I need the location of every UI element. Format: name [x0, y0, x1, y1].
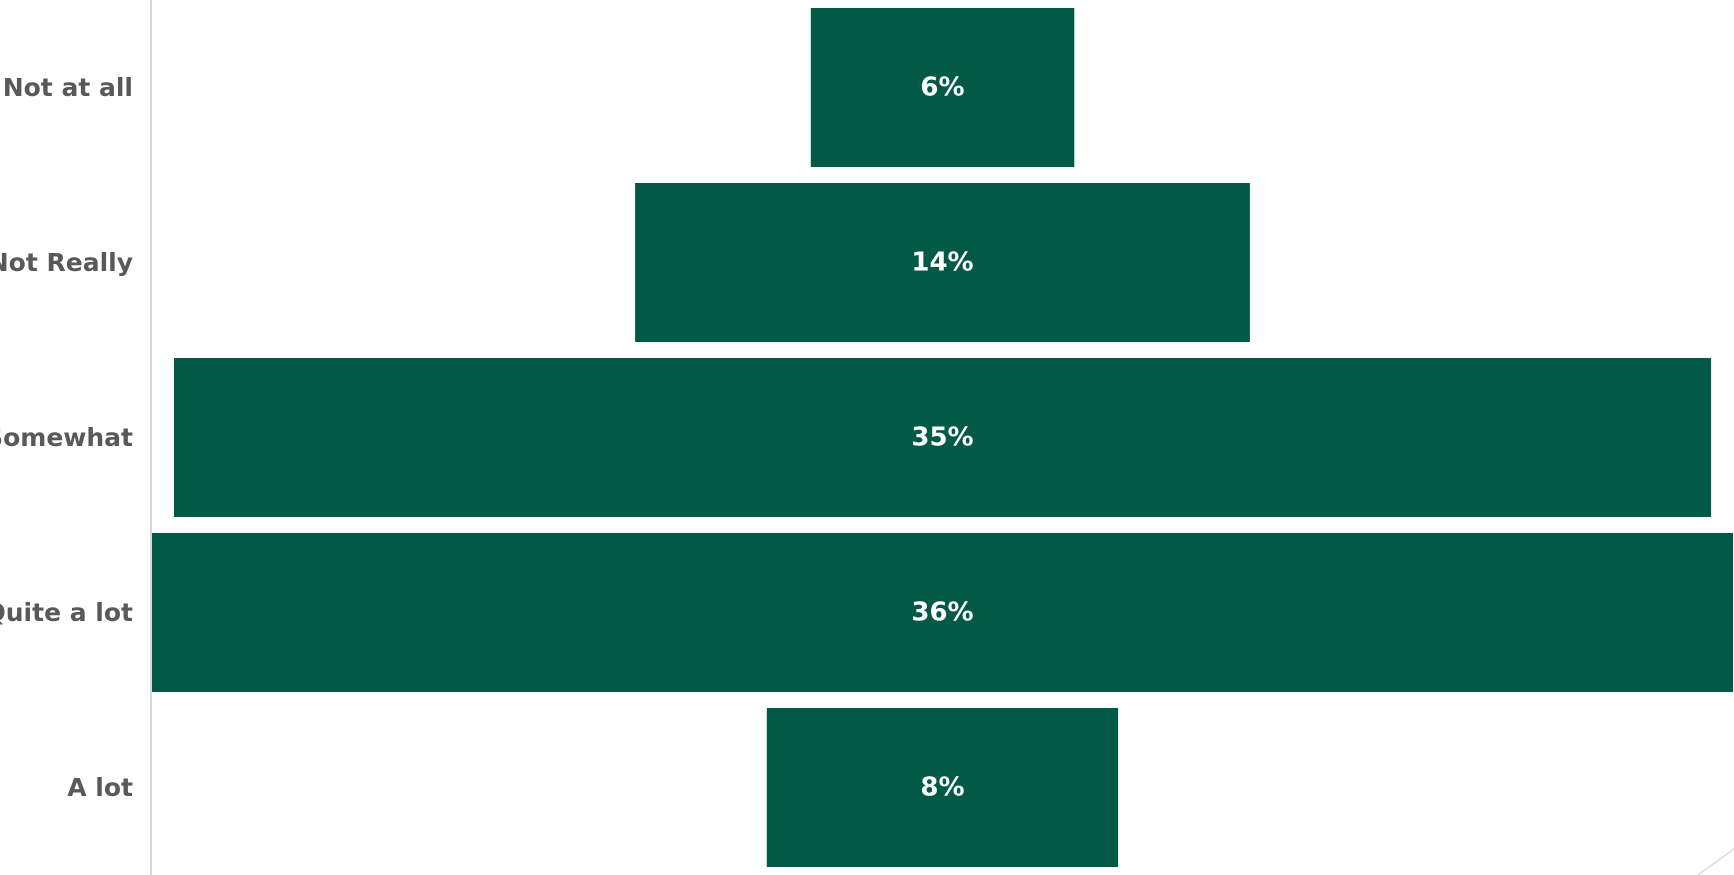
value-label: 8% [920, 773, 964, 803]
value-label: 6% [920, 73, 964, 103]
category-label: Quite a lot [0, 598, 133, 627]
category-labels: Not at all Not Really Somewhat Quite a lot A… [0, 73, 133, 802]
category-label: A lot [67, 773, 133, 802]
bar-not-really [635, 183, 1250, 342]
category-label: Not Really [0, 248, 133, 277]
category-label: Not at all [3, 73, 133, 102]
bars [152, 8, 1733, 867]
value-labels: 6% 14% 35% 36% 8% [911, 73, 973, 803]
value-label: 36% [911, 598, 973, 628]
corner-decoration-line [1697, 848, 1734, 875]
bar-not-at-all [810, 8, 1075, 167]
category-label: Somewhat [0, 423, 133, 452]
value-label: 35% [911, 423, 973, 453]
value-label: 14% [911, 248, 973, 278]
bar-somewhat [174, 358, 1712, 517]
bar-a-lot [766, 708, 1119, 867]
bar-quite-a-lot [152, 533, 1733, 692]
